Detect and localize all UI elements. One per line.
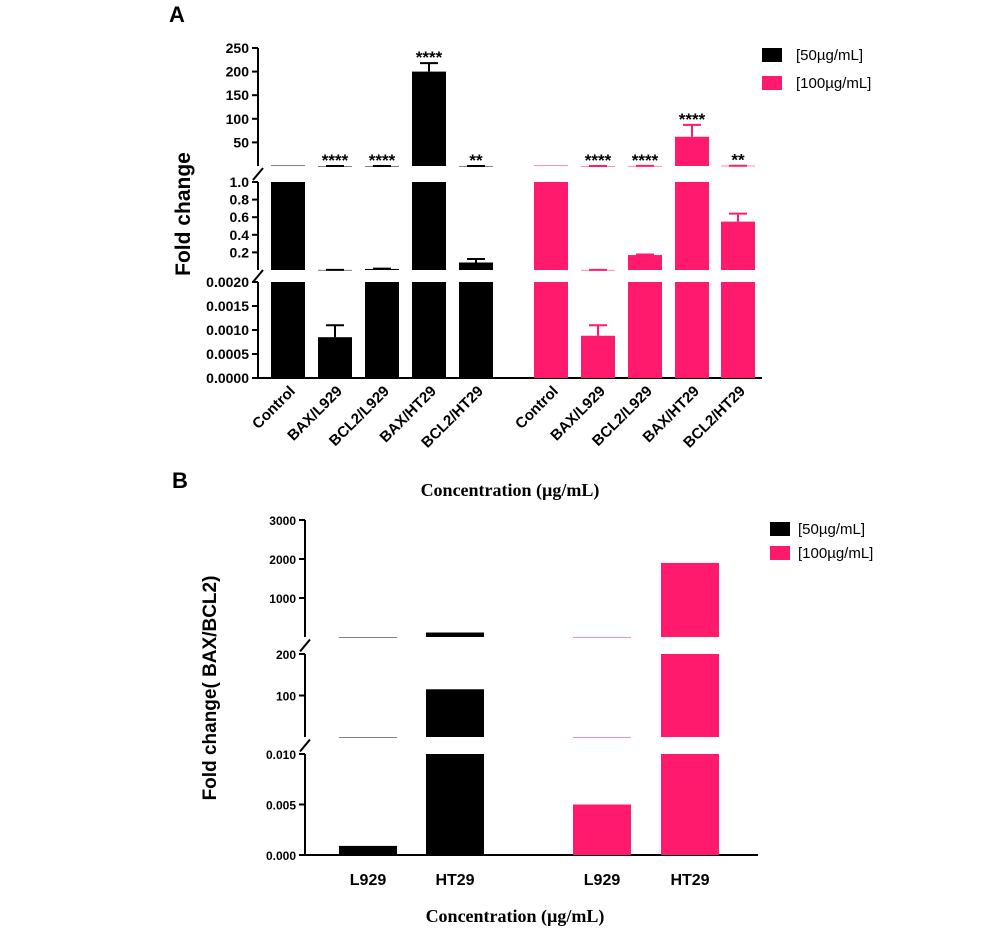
panel-b-bar (661, 654, 719, 737)
panel-a-bar (412, 182, 446, 270)
panel-b-bar (573, 736, 631, 738)
panel-b-tick-label: 100 (276, 690, 296, 704)
panel-b-category-label: HT29 (435, 872, 474, 889)
panel-a-bar (318, 337, 352, 378)
panel-b-bar (339, 845, 397, 855)
panel-b-bar (661, 754, 719, 855)
panel-a-bar (271, 165, 305, 167)
panel-a-tick-label: 200 (226, 64, 250, 80)
panel-a-tick-label: 0.0015 (206, 298, 249, 314)
panel-a-significance: **** (585, 151, 612, 170)
panel-a-bar (721, 282, 755, 378)
panel-a-bar (721, 221, 755, 270)
panel-a-significance: **** (322, 151, 349, 170)
panel-a-tick-label: 0.0005 (206, 346, 249, 362)
panel-a-legend-100: [100µg/mL] (796, 75, 871, 92)
panel-b-legend-50: [50µg/mL] (798, 521, 865, 538)
panel-a-tick-label: 0.4 (230, 227, 250, 243)
panel-a-bar (412, 282, 446, 378)
panel-a-tick-label: 0.8 (230, 192, 250, 208)
panel-b-bar (339, 636, 397, 638)
panel-a-tick-label: 0.2 (230, 244, 250, 260)
panel-b-tick-label: 0.010 (266, 748, 296, 762)
panel-a-tick-label: 0.0000 (206, 370, 249, 386)
panel-a-legend-50: [50µg/mL] (796, 47, 863, 64)
panel-b-bar (426, 632, 484, 637)
panel-b-bar (661, 562, 719, 637)
panel-a-tick-label: 1.0 (230, 174, 250, 190)
panel-b-category-label: HT29 (670, 872, 709, 889)
panel-b-tick-label: 200 (276, 648, 296, 662)
panel-a-bar (534, 182, 568, 270)
panel-a-bar (628, 255, 662, 270)
panel-a-bar (412, 71, 446, 166)
panel-b-bar (426, 689, 484, 737)
panel-a-bar (271, 282, 305, 378)
panel-a-significance: ** (469, 151, 483, 170)
panel-a-bar (675, 282, 709, 378)
panel-b-bar (426, 754, 484, 855)
panel-b-tick-label: 1000 (269, 592, 296, 606)
panel-b-tick-label: 3000 (269, 514, 296, 528)
panel-b-tick-label: 2000 (269, 553, 296, 567)
panel-a-bar (365, 282, 399, 378)
panel-b-legend-100: [100µg/mL] (798, 545, 873, 562)
panel-b-legend-swatch-50 (770, 522, 790, 536)
panel-a-tick-label: 0.6 (230, 209, 250, 225)
panel-a-significance: **** (416, 48, 443, 67)
panel-a-label: A (169, 2, 185, 27)
panel-b-category-label: L929 (584, 872, 621, 889)
panel-a-tick-label: 100 (226, 111, 250, 127)
panel-a-tick-label: 250 (226, 40, 250, 56)
panel-a-tick-label: 0.0010 (206, 322, 249, 338)
panel-b-category-label: L929 (350, 872, 387, 889)
panel-a-tick-label: 0.0020 (206, 274, 249, 290)
panel-b-axis-break (299, 738, 311, 753)
panel-b-bar (339, 736, 397, 738)
panel-a-significance: ** (731, 151, 745, 170)
panel-a-tick-label: 50 (233, 134, 249, 150)
panel-a-tick-label: 150 (226, 87, 250, 103)
panel-a-bar (271, 182, 305, 270)
panel-a-significance: **** (632, 151, 659, 170)
panel-b-xlabel: Concentration (µg/mL) (426, 906, 605, 927)
panel-a-ylabel: Fold change (172, 152, 195, 276)
panel-a-bar (534, 165, 568, 167)
panel-a-axis-break (252, 269, 264, 283)
panel-a-legend-swatch-100 (762, 76, 782, 90)
panel-b-bar (573, 636, 631, 638)
panel-a-bar (581, 335, 615, 378)
panel-a-bar (459, 262, 493, 270)
panel-a-bar (628, 282, 662, 378)
panel-b-axis-break (299, 638, 311, 653)
panel-b-ylabel: Fold change( BAX/BCL2) (200, 576, 221, 801)
panel-b-tick-label: 0.000 (266, 849, 296, 863)
panel-a-bar (675, 136, 709, 166)
panel-b-label: B (172, 468, 188, 493)
chart-marks: 0.00000.00050.00100.00150.00200.20.40.60… (206, 40, 762, 889)
panel-a-axis-break (252, 167, 264, 181)
panel-a-xlabel: Concentration (µg/mL) (421, 480, 600, 501)
panel-b-tick-label: 0.005 (266, 799, 296, 813)
panel-a-significance: **** (679, 110, 706, 129)
panel-a-legend-swatch-50 (762, 48, 782, 62)
panel-b-bar (573, 804, 631, 855)
panel-a-significance: **** (369, 151, 396, 170)
panel-a-bar (534, 282, 568, 378)
panel-a-bar (675, 182, 709, 270)
panel-a-bar (459, 282, 493, 378)
panel-b-legend-swatch-100 (770, 546, 790, 560)
